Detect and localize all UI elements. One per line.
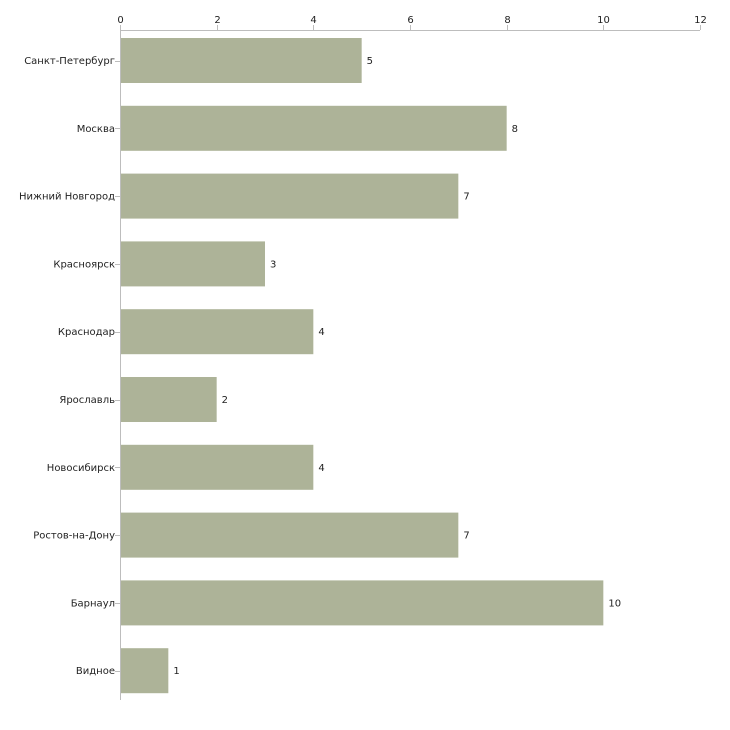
category-label: Ярославль <box>59 395 115 406</box>
bar <box>121 38 362 83</box>
x-axis: 0 2 4 6 8 10 12 <box>117 15 707 31</box>
x-tick-label: 8 <box>504 15 510 26</box>
value-label: 10 <box>608 598 621 609</box>
category-label: Красноярск <box>53 259 115 270</box>
value-label: 2 <box>222 395 228 406</box>
bar <box>121 105 507 151</box>
bar <box>121 444 314 490</box>
category-label: Барнаул <box>71 598 115 609</box>
x-tick-label: 4 <box>310 15 316 26</box>
category-label: Новосибирск <box>47 463 115 474</box>
value-label: 8 <box>512 124 518 135</box>
x-tick-label: 2 <box>214 15 220 26</box>
bar <box>121 173 459 219</box>
category-label: Видное <box>76 666 115 677</box>
value-label: 4 <box>318 463 324 474</box>
bar <box>121 377 217 422</box>
bar <box>121 648 169 694</box>
value-label: 3 <box>270 259 276 270</box>
category-label: Санкт-Петербург <box>24 56 115 67</box>
x-tick-label: 0 <box>117 15 123 26</box>
value-label: 5 <box>367 56 373 67</box>
bar <box>121 309 314 355</box>
category-label: Ростов-на-Дону <box>33 531 115 542</box>
x-tick-label: 12 <box>694 15 707 26</box>
y-axis: Санкт-Петербург Москва Нижний Новгород Крас… <box>19 30 121 700</box>
category-label: Краснодар <box>58 327 115 338</box>
bar <box>121 580 604 626</box>
bars: 5 8 7 3 4 2 4 7 10 1 <box>121 38 621 694</box>
x-tick-label: 10 <box>597 15 610 26</box>
category-label: Нижний Новгород <box>19 192 115 203</box>
value-label: 1 <box>173 666 179 677</box>
value-label: 4 <box>318 327 324 338</box>
bar <box>121 241 265 287</box>
x-tick-label: 6 <box>407 15 413 26</box>
value-label: 7 <box>463 531 469 542</box>
category-label: Москва <box>77 124 115 135</box>
bar <box>121 512 459 558</box>
value-label: 7 <box>463 192 469 203</box>
